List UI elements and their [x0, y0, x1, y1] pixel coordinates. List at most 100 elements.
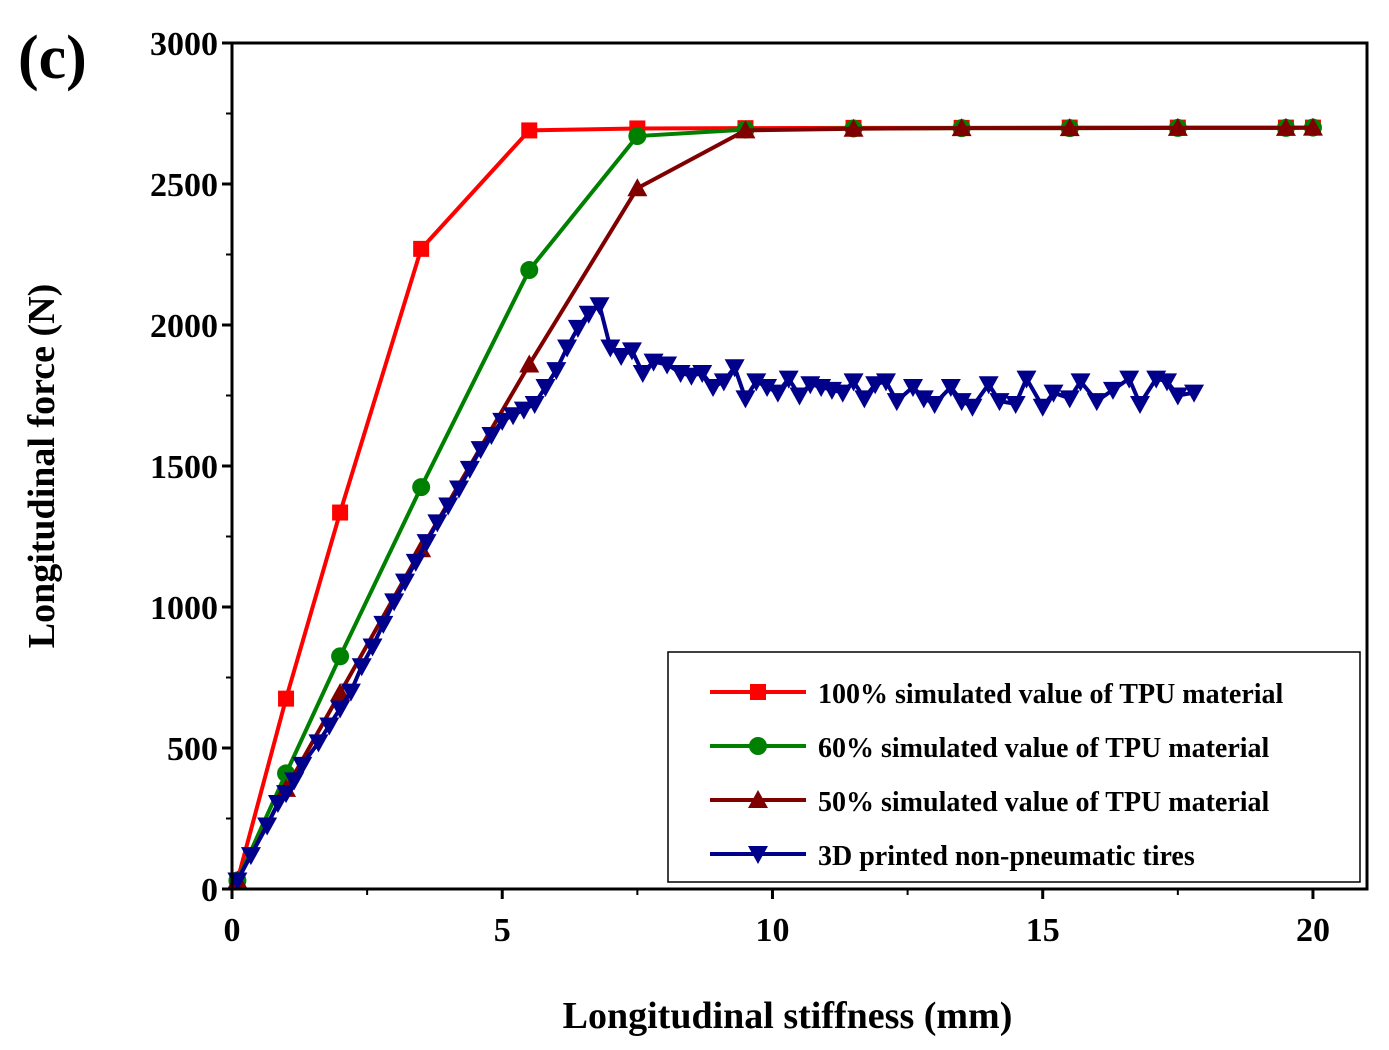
data-point [405, 553, 426, 572]
data-point [750, 684, 766, 700]
data-point [951, 118, 972, 137]
data-point [524, 395, 545, 414]
data-point [778, 370, 799, 389]
data-point [1032, 398, 1053, 417]
data-point [557, 339, 578, 358]
data-point [1167, 117, 1188, 136]
data-point [546, 362, 567, 381]
y-tick-label: 1500 [150, 449, 218, 486]
data-point [519, 354, 540, 373]
y-tick-label: 2500 [150, 167, 218, 204]
y-tick-label: 1000 [150, 590, 218, 627]
data-point [503, 407, 524, 426]
data-point [989, 393, 1010, 412]
data-point [1119, 370, 1140, 389]
data-point [832, 384, 853, 403]
data-point [1102, 381, 1123, 400]
data-point [384, 593, 405, 612]
data-point [1167, 387, 1188, 406]
data-point [843, 373, 864, 392]
data-point [757, 379, 778, 398]
data-point [1086, 393, 1107, 412]
panel-label: (c) [18, 24, 87, 92]
data-point [438, 497, 459, 516]
data-point [394, 573, 415, 592]
data-point [843, 118, 864, 137]
x-tick-label: 10 [755, 912, 789, 949]
data-point [412, 478, 431, 497]
data-point [1130, 395, 1150, 414]
legend-label: 3D printed non-pneumatic tires [818, 841, 1195, 872]
data-point [470, 441, 491, 460]
data-point [628, 127, 647, 146]
data-point [903, 379, 923, 398]
data-point [373, 615, 394, 634]
data-point [746, 373, 767, 392]
data-point [362, 638, 383, 657]
data-point [520, 261, 539, 280]
data-point [789, 387, 810, 406]
data-point [267, 794, 288, 813]
data-point [703, 379, 724, 398]
data-point [724, 359, 745, 378]
data-point [962, 398, 983, 417]
data-point [1005, 395, 1026, 414]
data-point [713, 373, 734, 392]
data-point [611, 348, 632, 367]
data-point [521, 122, 538, 139]
data-point [951, 393, 972, 412]
data-point [330, 700, 351, 719]
data-point [351, 658, 372, 677]
data-point [748, 846, 768, 864]
data-point [578, 305, 599, 324]
data-point [416, 534, 437, 553]
data-point [632, 364, 653, 383]
data-point [292, 756, 313, 775]
data-point [257, 817, 278, 836]
legend-item: 60% simulated value of TPU material [710, 733, 1270, 764]
data-point [567, 319, 588, 338]
y-tick-label: 500 [167, 731, 218, 768]
data-point [427, 514, 448, 533]
data-point [1059, 390, 1080, 409]
legend-label: 100% simulated value of TPU material [818, 679, 1284, 710]
data-point [340, 683, 361, 702]
data-point [978, 376, 999, 395]
y-tick-label: 3000 [150, 26, 218, 63]
y-tick-label: 2000 [150, 308, 218, 345]
data-point [240, 847, 261, 866]
data-point [886, 393, 907, 412]
data-point [330, 683, 351, 702]
x-tick-label: 20 [1296, 912, 1330, 949]
data-point [940, 379, 961, 398]
legend-item: 3D printed non-pneumatic tires [710, 841, 1195, 872]
x-tick-label: 5 [494, 912, 511, 949]
data-point [735, 120, 756, 139]
data-point [413, 240, 430, 257]
data-point [284, 772, 305, 791]
series-4 [227, 297, 1205, 891]
data-point [1157, 373, 1178, 392]
x-tick-label: 15 [1026, 912, 1060, 949]
data-point [600, 339, 621, 358]
data-point [913, 390, 934, 409]
data-point [331, 647, 350, 666]
data-point [748, 790, 768, 808]
axes: 0 5 10 15 20 0 500 1000 1500 2000 2500 3000 [150, 26, 1330, 949]
data-point [1059, 118, 1080, 137]
data-point [332, 504, 349, 521]
data-point [459, 460, 480, 479]
data-point [621, 342, 642, 361]
y-tick-label: 0 [201, 872, 218, 909]
data-point [308, 734, 329, 753]
data-point [1016, 370, 1037, 389]
data-point [735, 390, 756, 409]
data-point [278, 690, 295, 707]
data-point [513, 401, 534, 420]
data-point [276, 785, 297, 804]
y-axis-title: Longitudinal force (N) [21, 284, 63, 649]
x-tick-label: 0 [224, 912, 241, 949]
data-point [924, 395, 945, 414]
data-point [1070, 373, 1091, 392]
